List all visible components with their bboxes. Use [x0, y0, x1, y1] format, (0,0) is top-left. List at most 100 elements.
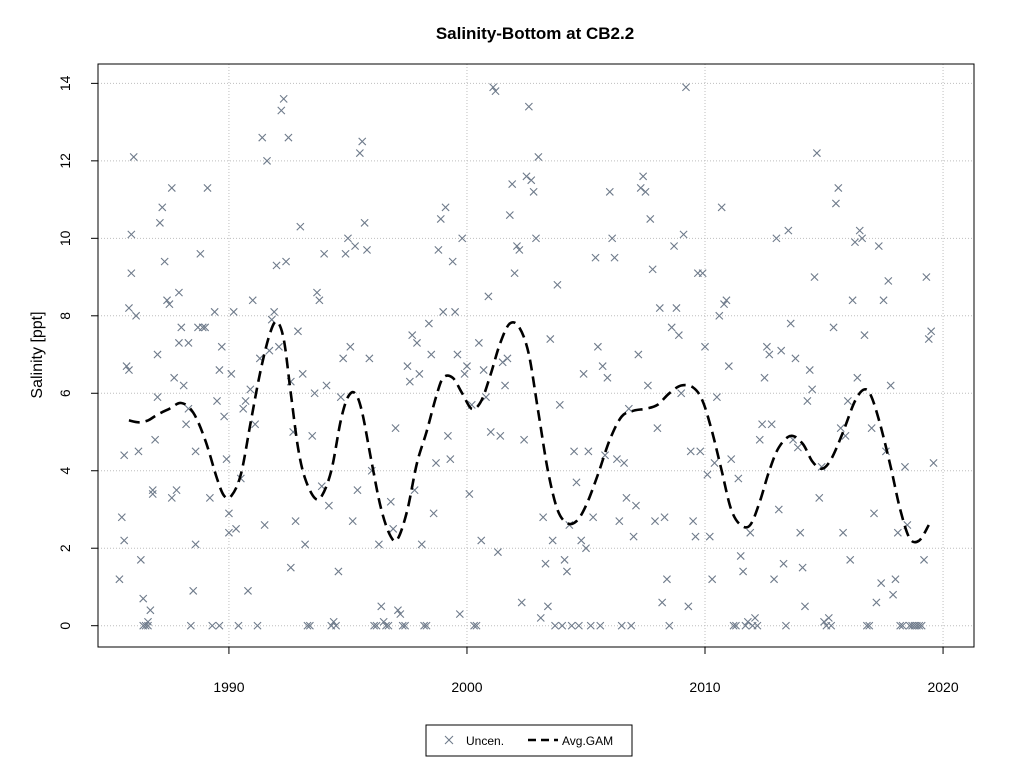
data-point: [674, 331, 683, 340]
data-point: [672, 304, 681, 313]
data-point: [148, 489, 157, 498]
data-point: [160, 257, 169, 266]
data-point: [543, 602, 552, 611]
data-point: [208, 621, 217, 630]
data-point: [867, 424, 876, 433]
data-point: [555, 400, 564, 409]
data-point: [608, 234, 617, 243]
data-point: [510, 269, 519, 278]
data-point: [874, 242, 883, 251]
data-point: [120, 536, 129, 545]
data-point: [153, 393, 162, 402]
data-point: [239, 404, 248, 413]
data-point: [727, 455, 736, 464]
y-tick-label: 6: [57, 389, 73, 397]
data-point: [117, 513, 126, 522]
data-point: [646, 214, 655, 223]
data-point: [198, 323, 207, 332]
data-point: [722, 296, 731, 305]
data-point: [132, 311, 141, 320]
y-axis-label: Salinity [ppt]: [29, 311, 46, 398]
data-point: [539, 513, 548, 522]
data-point: [489, 83, 498, 92]
data-point: [734, 474, 743, 483]
data-point: [196, 249, 205, 258]
data-point: [508, 180, 517, 189]
data-point: [648, 265, 657, 274]
data-point: [803, 397, 812, 406]
data-point: [684, 602, 693, 611]
data-point: [591, 253, 600, 262]
data-point: [386, 497, 395, 506]
data-point: [858, 234, 867, 243]
data-point: [246, 385, 255, 394]
data-point: [215, 366, 224, 375]
data-point: [127, 269, 136, 278]
data-point: [222, 455, 231, 464]
data-point: [596, 621, 605, 630]
data-point: [893, 528, 902, 537]
data-point: [517, 598, 526, 607]
data-point: [579, 369, 588, 378]
data-point: [515, 245, 524, 254]
data-point: [846, 555, 855, 564]
data-point: [836, 424, 845, 433]
data-point: [324, 501, 333, 510]
data-point: [146, 606, 155, 615]
data-point: [365, 354, 374, 363]
data-point: [355, 149, 364, 158]
y-axis: 0 2 4 6 8 10 12 14: [57, 75, 98, 630]
data-point: [593, 342, 602, 351]
data-point: [760, 373, 769, 382]
data-point: [824, 613, 833, 622]
data-point: [360, 218, 369, 227]
data-point: [493, 548, 502, 557]
x-tick-label: 2010: [689, 679, 720, 695]
y-tick-label: 12: [57, 153, 73, 169]
data-point: [227, 369, 236, 378]
data-point: [560, 555, 569, 564]
data-point: [260, 520, 269, 529]
data-point: [686, 447, 695, 456]
legend: Uncen. Avg.GAM: [425, 724, 633, 757]
data-point: [151, 435, 160, 444]
data-point: [417, 540, 426, 549]
data-point: [920, 555, 928, 564]
data-point: [448, 257, 457, 266]
data-point: [170, 373, 179, 382]
data-point: [665, 621, 674, 630]
y-tick-label: 14: [57, 75, 73, 91]
data-point: [339, 354, 348, 363]
data-point: [120, 451, 129, 460]
data-point: [251, 420, 260, 429]
data-point: [177, 323, 186, 332]
y-tick-label: 4: [57, 467, 73, 475]
data-point: [620, 459, 629, 467]
data-point: [598, 362, 607, 371]
data-point: [917, 621, 926, 630]
data-point: [429, 509, 438, 518]
data-point: [217, 342, 226, 351]
data-point: [298, 369, 307, 378]
data-point: [812, 149, 821, 158]
data-point: [562, 567, 571, 576]
data-point: [186, 621, 195, 630]
data-point: [801, 602, 809, 611]
data-point: [779, 559, 788, 568]
data-point: [503, 354, 512, 363]
data-point: [348, 517, 357, 526]
data-point: [743, 617, 752, 626]
data-point: [293, 327, 302, 336]
data-point: [710, 459, 719, 467]
data-point: [405, 377, 414, 386]
data-point: [389, 524, 398, 533]
data-point: [458, 234, 467, 243]
data-point: [284, 133, 293, 142]
data-point: [524, 102, 533, 111]
data-point: [736, 551, 745, 560]
y-tick-label: 2: [57, 544, 73, 552]
data-point: [877, 579, 886, 588]
data-point: [667, 323, 676, 332]
data-point: [282, 257, 291, 266]
data-point: [839, 528, 848, 537]
